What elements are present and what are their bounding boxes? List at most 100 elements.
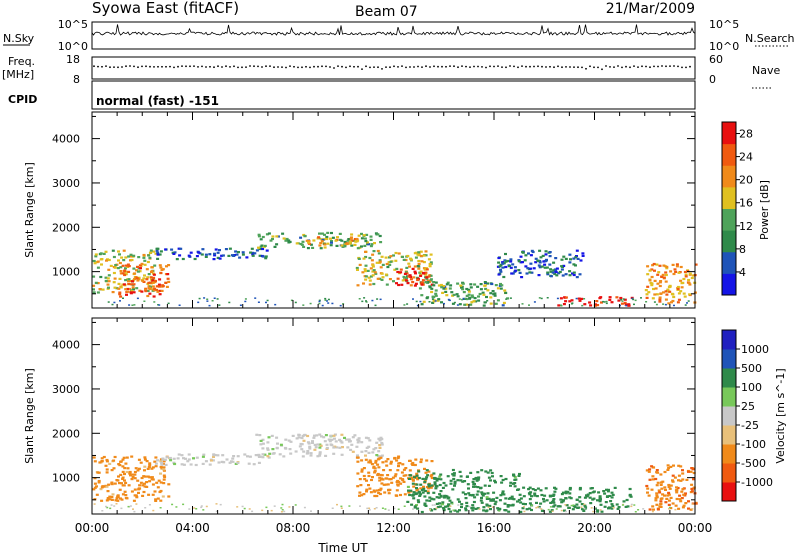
echo-cell <box>316 455 320 458</box>
freq-dot <box>97 65 99 68</box>
echo-cell <box>444 494 448 498</box>
echo-cell <box>356 268 359 271</box>
echo-cell <box>251 253 255 256</box>
freq-dot <box>561 66 563 69</box>
echo-cell <box>148 504 151 506</box>
echo-cell <box>378 446 382 449</box>
echo-cell <box>246 455 249 458</box>
echo-cell <box>476 486 480 489</box>
echo-cell <box>479 499 483 502</box>
freq-dot <box>169 65 171 68</box>
echo-cell <box>669 484 673 487</box>
echo-cell <box>359 484 363 487</box>
time-axis-label: Time UT <box>317 541 368 554</box>
echo-cell <box>232 455 236 458</box>
echo-cell <box>422 487 426 490</box>
echo-cell <box>231 254 234 257</box>
echo-cell <box>671 263 675 266</box>
echo-cell <box>127 280 130 283</box>
echo-cell <box>119 497 122 500</box>
echo-cell <box>135 287 139 290</box>
echo-cell <box>624 303 628 306</box>
echo-cell <box>322 436 326 439</box>
echo-cell <box>456 295 460 298</box>
freq-dot <box>157 65 159 68</box>
echo-cell <box>146 294 150 298</box>
echo-cell <box>661 273 665 276</box>
echo-cell <box>588 496 592 499</box>
echo-cell <box>430 283 434 286</box>
echo-cell <box>105 458 109 462</box>
echo-cell <box>482 506 486 509</box>
echo-cell <box>180 454 184 457</box>
echo-cell <box>129 283 133 286</box>
echo-cell <box>107 268 111 271</box>
echo-cell <box>362 282 365 285</box>
echo-cell <box>419 493 423 496</box>
echo-cell <box>463 480 467 483</box>
freq-dot <box>445 65 447 68</box>
echo-cell <box>419 483 423 486</box>
echo-cell <box>459 475 463 478</box>
echo-cell <box>324 434 328 437</box>
echo-cell <box>630 503 633 506</box>
echo-cell <box>182 503 185 506</box>
echo-cell <box>148 480 152 483</box>
echo-cell <box>117 287 121 290</box>
echo-cell <box>270 434 274 437</box>
echo-cell <box>299 442 303 446</box>
echo-cell <box>480 496 483 499</box>
echo-cell <box>156 253 160 256</box>
echo-cell <box>617 506 621 509</box>
echo-cell <box>671 480 675 483</box>
echo-cell <box>164 248 168 251</box>
echo-cell <box>143 259 147 262</box>
echo-cell <box>275 235 279 238</box>
echo-cell <box>488 504 492 507</box>
echo-cell <box>330 240 333 243</box>
echo-cell <box>365 490 368 493</box>
echo-cell <box>106 497 110 500</box>
echo-cell <box>650 488 654 491</box>
echo-cell <box>529 491 533 494</box>
echo-cell <box>290 299 293 302</box>
echo-cell <box>362 474 366 478</box>
echo-cell <box>338 232 342 235</box>
echo-cell <box>664 271 668 274</box>
echo-cell <box>487 497 491 500</box>
echo-cell <box>420 281 424 284</box>
echo-cell <box>622 298 625 300</box>
freq-dot <box>593 66 595 69</box>
echo-cell <box>604 501 608 504</box>
echo-cell <box>441 501 445 504</box>
echo-cell <box>690 276 694 280</box>
echo-cell <box>123 467 127 470</box>
echo-cell <box>444 505 448 508</box>
echo-cell <box>408 274 412 277</box>
echo-cell <box>275 436 279 439</box>
echo-cell <box>220 460 224 463</box>
nave-label: Nave <box>752 64 780 77</box>
echo-cell <box>475 493 479 496</box>
echo-cell <box>133 470 137 474</box>
echo-cell <box>428 496 432 499</box>
echo-cell <box>180 463 184 466</box>
echo-cell <box>418 494 422 497</box>
echo-cell <box>112 459 116 462</box>
echo-cell <box>367 243 371 246</box>
echo-cell <box>294 301 297 304</box>
echo-cell <box>608 494 612 498</box>
echo-cell <box>534 257 538 260</box>
echo-cell <box>514 269 518 272</box>
echo-cell <box>493 503 497 506</box>
echo-cell <box>201 248 205 251</box>
echo-cell <box>424 267 428 270</box>
echo-cell <box>580 506 583 508</box>
cpid-panel: CPID normal (fast) -151 <box>8 80 696 110</box>
freq-dot <box>221 66 223 68</box>
y-tick-label: 1000 <box>52 266 80 279</box>
echo-cell <box>351 450 355 453</box>
echo-cell <box>452 293 456 296</box>
echo-cell <box>560 268 564 271</box>
echo-cell <box>363 478 367 481</box>
